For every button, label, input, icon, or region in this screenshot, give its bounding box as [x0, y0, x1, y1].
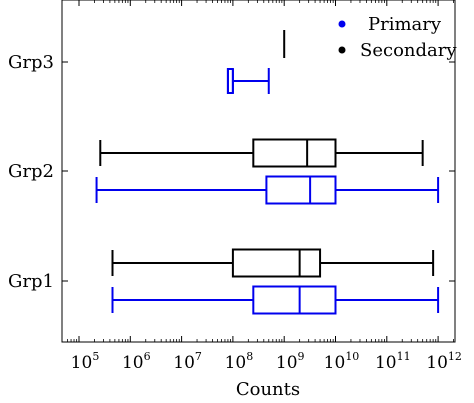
x-tick-label: 1012: [426, 350, 462, 373]
x-tick-label: 105: [71, 350, 100, 373]
x-tick-label: 108: [225, 350, 254, 373]
y-tick-label: Grp1: [8, 271, 54, 292]
box-iqr: [231, 248, 322, 278]
legend-marker-secondary: [338, 46, 346, 54]
legend: Primary Secondary: [338, 14, 457, 61]
box-primary-grp3: [226, 68, 270, 94]
box-iqr: [252, 285, 337, 315]
legend-label-secondary: Secondary: [360, 40, 457, 61]
y-tick-label: Grp2: [8, 161, 54, 182]
box-secondary-grp1: [111, 248, 435, 278]
x-axis: 105 106 107 108 109 1010 1011 1012: [67, 0, 462, 373]
box-primary-grp1: [111, 285, 440, 315]
y-tick-label: Grp3: [8, 52, 54, 73]
box-iqr: [265, 175, 337, 205]
x-tick-label: 106: [122, 350, 151, 373]
boxes: [95, 30, 440, 315]
legend-label-primary: Primary: [368, 14, 442, 35]
box-iqr: [252, 138, 337, 168]
y-axis: Grp1 Grp2 Grp3: [8, 52, 455, 292]
x-tick-label: 1011: [375, 350, 411, 373]
x-tick-label: 107: [173, 350, 202, 373]
box-primary-grp2: [95, 175, 440, 205]
legend-marker-primary: [338, 20, 346, 28]
x-tick-label: 1010: [324, 350, 360, 373]
box-secondary-grp2: [99, 138, 424, 168]
x-axis-label: Counts: [236, 379, 300, 400]
x-tick-label: 109: [276, 350, 305, 373]
